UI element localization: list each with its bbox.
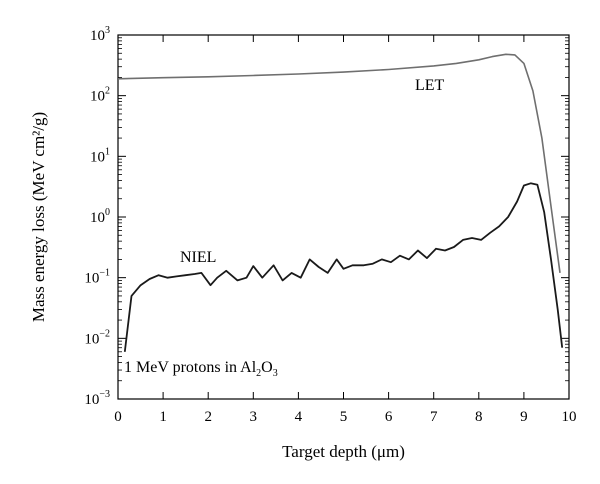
chart-annotation: 1 MeV protons in Al2O3 — [124, 359, 278, 379]
y-tick-label: 102 — [90, 86, 110, 105]
x-tick-label: 4 — [295, 409, 303, 425]
x-axis-title: Target depth (μm) — [282, 442, 405, 461]
plot-area — [117, 34, 570, 400]
x-tick-label: 1 — [159, 409, 167, 425]
annotation-sub-2: 3 — [273, 368, 278, 379]
y-tick-label: 10−3 — [84, 389, 110, 408]
y-tick-base: 10 — [90, 28, 105, 44]
x-tick-label: 5 — [340, 409, 348, 425]
y-tick-base: 10 — [84, 392, 99, 408]
series-label-niel: NIEL — [180, 249, 216, 266]
y-tick-exponent: 2 — [105, 86, 110, 97]
y-tick-label: 10−1 — [84, 268, 110, 287]
axis-ticks — [117, 34, 570, 400]
y-tick-label: 103 — [90, 25, 110, 44]
y-tick-base: 10 — [90, 149, 105, 165]
y-tick-label: 10−2 — [84, 328, 110, 347]
y-tick-base: 10 — [84, 331, 99, 347]
y-tick-exponent: 0 — [105, 207, 110, 218]
x-tick-label: 2 — [204, 409, 212, 425]
series-labels: LET NIEL — [180, 77, 445, 266]
x-tick-label: 6 — [385, 409, 393, 425]
y-tick-exponent: 3 — [105, 25, 110, 36]
x-tick-label: 7 — [430, 409, 438, 425]
series-label-let: LET — [415, 77, 445, 94]
y-tick-label: 101 — [90, 146, 110, 165]
plot-frame — [117, 34, 570, 400]
y-tick-exponent: −3 — [99, 389, 110, 400]
y-tick-exponent: −2 — [99, 328, 110, 339]
y-tick-exponent: 1 — [105, 146, 110, 157]
y-tick-label: 100 — [90, 207, 110, 226]
x-tick-label: 10 — [562, 409, 577, 425]
x-tick-label: 3 — [250, 409, 258, 425]
y-tick-base: 10 — [84, 271, 99, 287]
y-axis-title: Mass energy loss (MeV cm²/g) — [29, 112, 48, 322]
y-tick-base: 10 — [90, 89, 105, 105]
y-tick-base: 10 — [90, 210, 105, 226]
x-tick-label: 9 — [520, 409, 528, 425]
y-tick-exponent: −1 — [99, 268, 110, 279]
annotation-mid: O — [261, 359, 273, 376]
x-tick-label: 0 — [114, 409, 122, 425]
series-line-let — [117, 53, 561, 274]
annotation-prefix: 1 MeV protons in Al — [124, 359, 257, 376]
series-line-niel — [123, 182, 564, 352]
x-tick-label: 8 — [475, 409, 483, 425]
annotation-sub-1: 2 — [256, 368, 261, 379]
series-layer — [117, 53, 564, 352]
